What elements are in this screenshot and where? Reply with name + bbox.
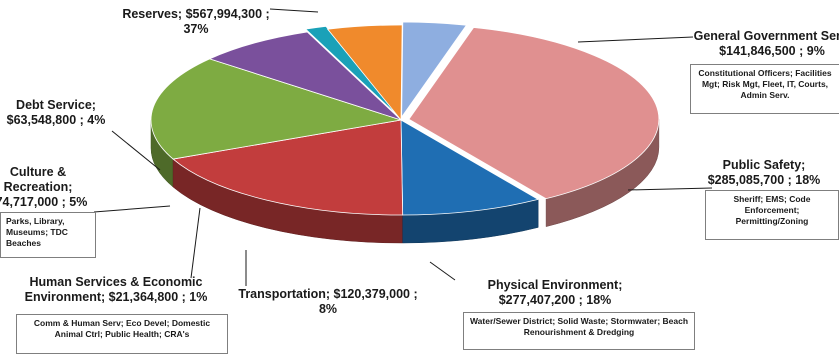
- note-box-physical-environment: Water/Sewer District; Solid Waste; Storm…: [463, 312, 695, 350]
- slice-label-line: Environment; $21,364,800 ; 1%: [25, 290, 208, 304]
- slice-label-line: $141,846,500 ; 9%: [719, 44, 825, 58]
- slice-label-physical-environment: Physical Environment; $277,407,200 ; 18%: [488, 278, 623, 307]
- slice-human-services: [304, 25, 400, 118]
- slice-physical-environment: [150, 58, 402, 160]
- note-box-culture-recreation: Parks, Library, Museums; TDC Beaches: [0, 212, 96, 258]
- note-box-general-government: Constitutional Officers; Facilities Mgt;…: [690, 64, 839, 114]
- leader-line-physical-environment: [429, 261, 456, 281]
- slice-label-line: Public Safety;: [723, 158, 806, 172]
- leader-lines: [93, 8, 713, 286]
- slice-label-transportation: Transportation; $120,379,000 ; 8%: [238, 287, 417, 316]
- slice-reserves: [408, 27, 660, 200]
- slice-label-line: 37%: [183, 22, 208, 36]
- leader-line-reserves: [269, 8, 319, 13]
- slice-label-human-services: Human Services & Economic Environment; $2…: [25, 275, 208, 304]
- slice-label-public-safety: Public Safety; $285,085,700 ; 18%: [708, 158, 821, 187]
- leader-line-public-safety: [627, 187, 713, 191]
- note-box-human-services: Comm & Human Serv; Eco Devel; Domestic A…: [16, 314, 228, 354]
- slice-general-government: [400, 119, 540, 216]
- leader-line-general-government: [577, 36, 694, 43]
- leader-line-human-services: [190, 207, 201, 279]
- leader-line-culture-recreation: [93, 205, 171, 213]
- pie-sides: [150, 119, 660, 244]
- slice-label-line: Recreation;: [4, 180, 73, 194]
- slice-label-line: Debt Service;: [16, 98, 96, 112]
- slice-label-reserves: Reserves; $567,994,300 ; 37%: [122, 7, 269, 36]
- slice-label-line: Culture &: [10, 165, 66, 179]
- slice-label-general-government: General Government Serv. $141,846,500 ; 9…: [694, 29, 839, 58]
- slice-public-safety: [172, 119, 404, 216]
- slice-label-culture-recreation: Culture &Recreation;$74,717,000 ; 5%: [0, 165, 87, 209]
- slice-label-line: General Government Serv.: [694, 29, 839, 43]
- slice-label-line: Reserves; $567,994,300 ;: [122, 7, 269, 21]
- slice-label-line: $277,407,200 ; 18%: [499, 293, 612, 307]
- slice-label-line: 8%: [319, 302, 337, 316]
- pie-tops: [150, 21, 660, 216]
- slice-transportation: [208, 31, 402, 121]
- slice-label-line: $285,085,700 ; 18%: [708, 173, 821, 187]
- slice-debt-service: [401, 21, 468, 119]
- slice-labels: Reserves; $567,994,300 ; 37% General Gover…: [0, 7, 839, 316]
- note-box-public-safety: Sheriff; EMS; Code Enforcement; Permitti…: [705, 190, 839, 240]
- slice-label-line: Human Services & Economic: [30, 275, 203, 289]
- slice-label-line: $74,717,000 ; 5%: [0, 195, 87, 209]
- slice-label-line: Transportation; $120,379,000 ;: [238, 287, 417, 301]
- slice-label-debt-service: Debt Service; $63,548,800 ; 4%: [7, 98, 106, 127]
- slice-label-line: Physical Environment;: [488, 278, 623, 292]
- slice-culture-recreation: [326, 24, 403, 122]
- slice-label-line: $63,548,800 ; 4%: [7, 113, 106, 127]
- leader-line-debt-service: [111, 130, 161, 171]
